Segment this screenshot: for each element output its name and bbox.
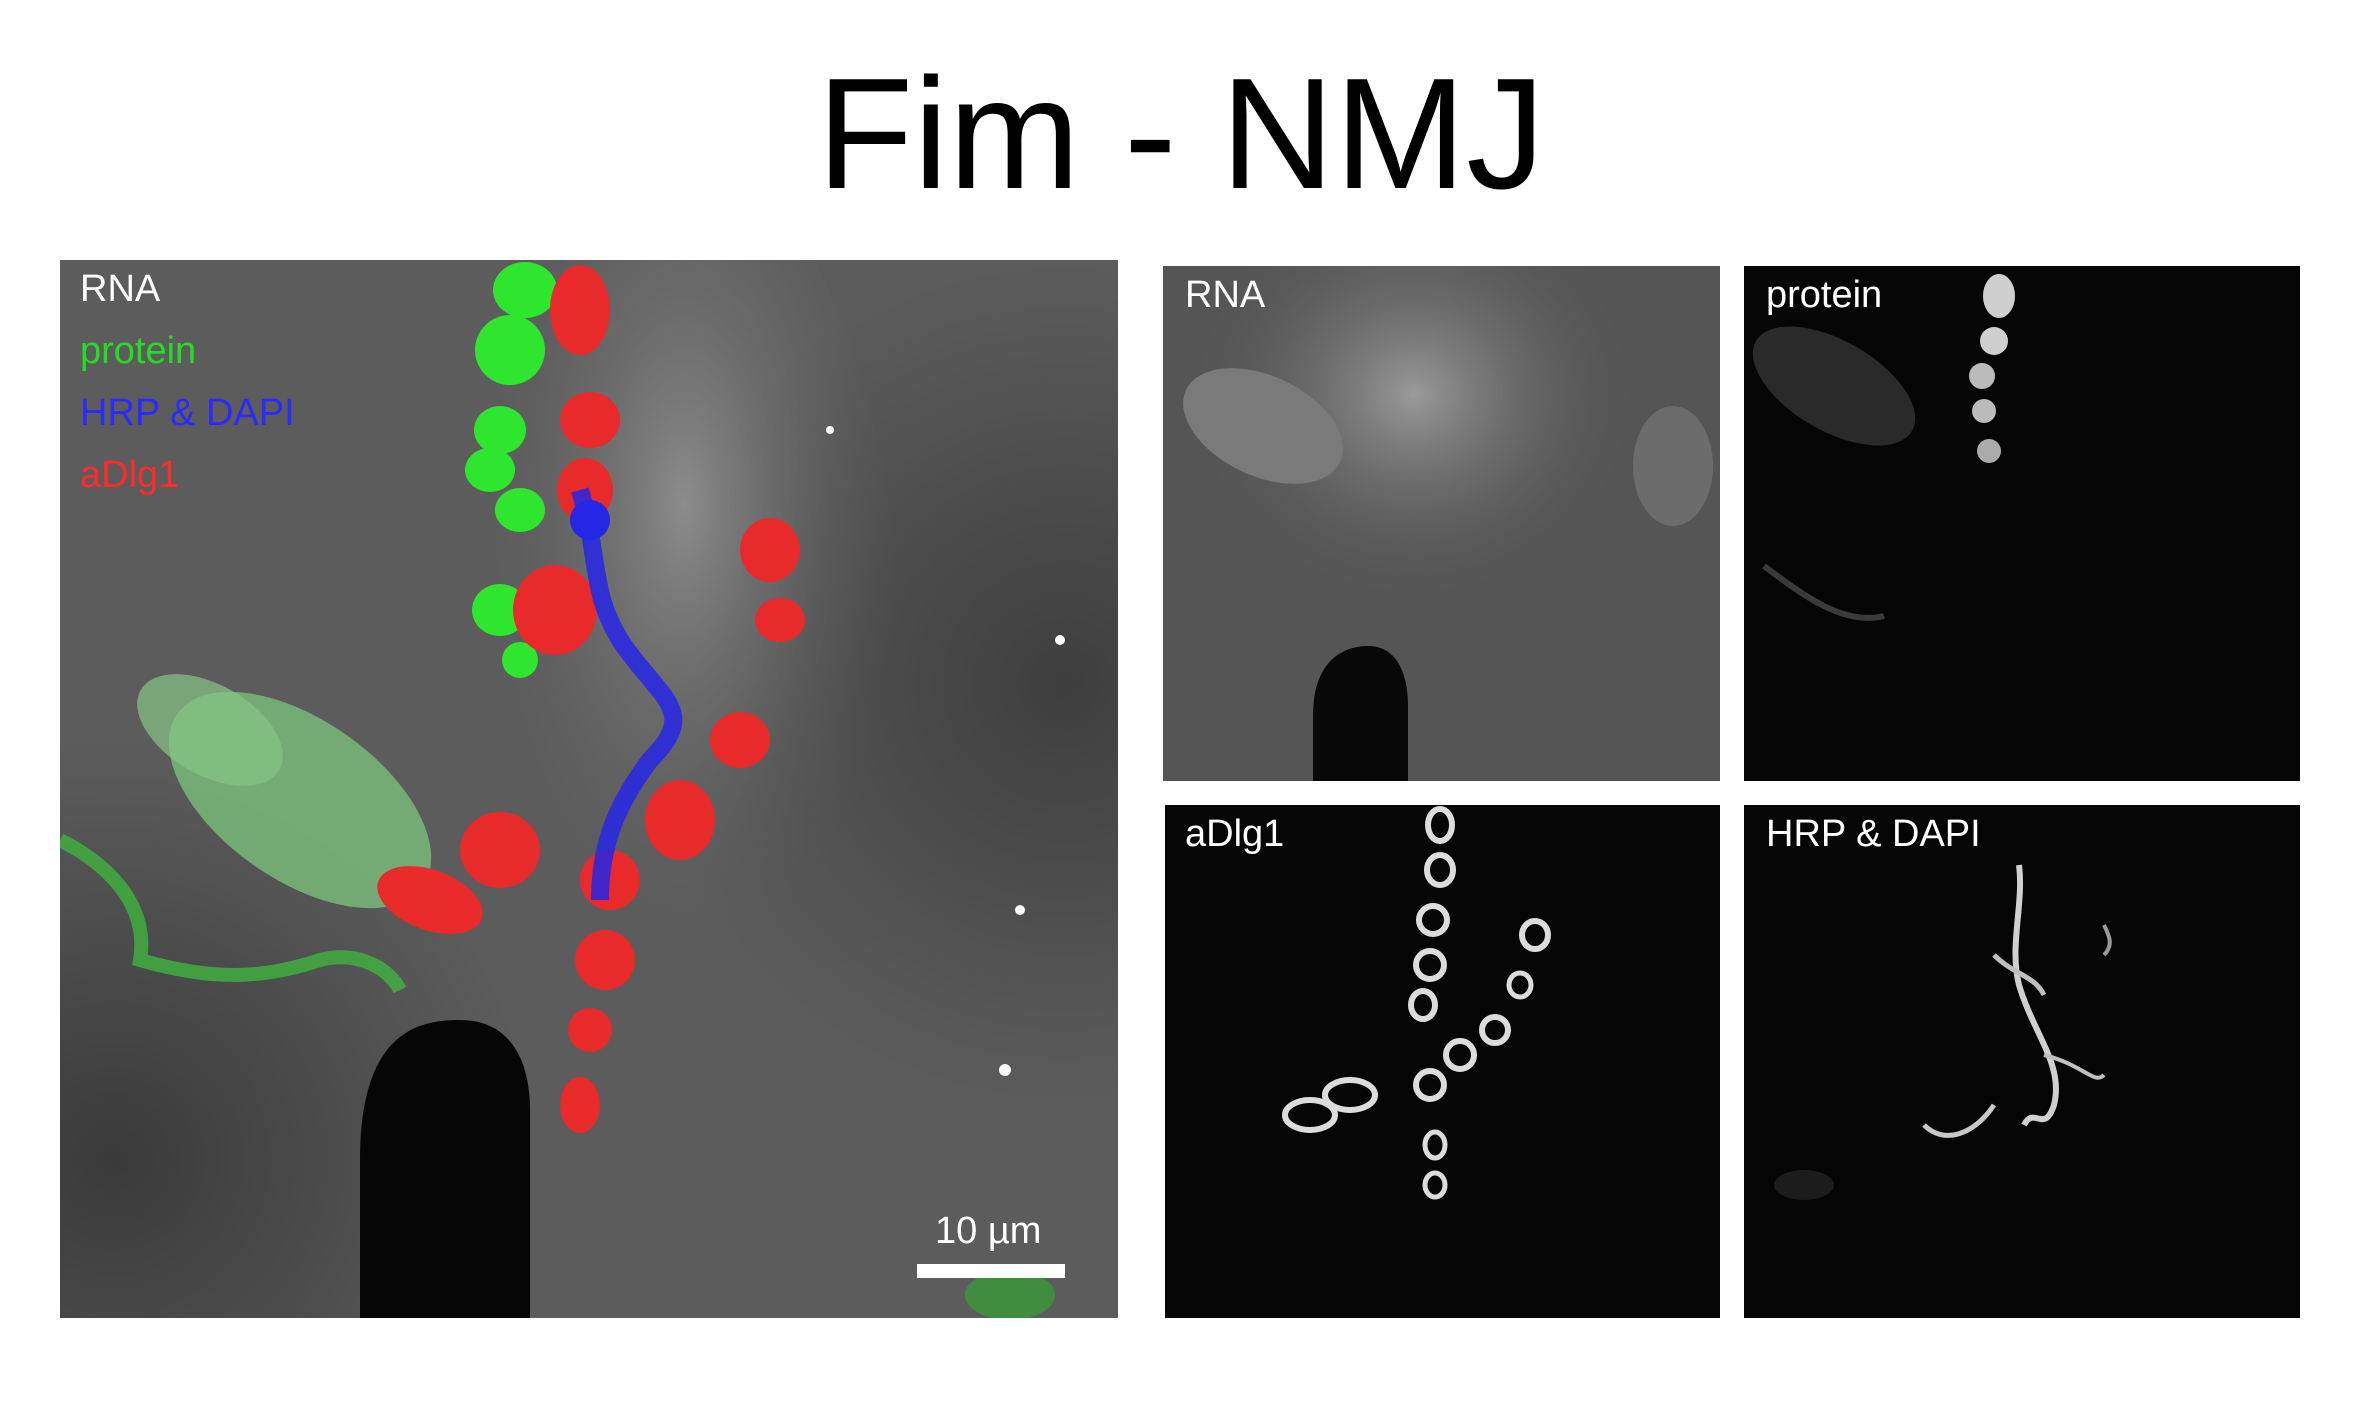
- figure-title: Fim - NMJ: [816, 46, 1546, 222]
- legend-rna: RNA: [80, 268, 161, 310]
- legend-hrp-dapi: HRP & DAPI: [80, 392, 295, 434]
- legend-adlg1: aDlg1: [80, 454, 180, 496]
- hrp-dapi-micrograph: HRP & DAPI: [1744, 805, 2300, 1318]
- merged-image: [60, 260, 1118, 1318]
- adlg1-panel-label: aDlg1: [1185, 813, 1285, 855]
- hrp-dapi-panel-label: HRP & DAPI: [1766, 813, 1981, 855]
- adlg1-micrograph: aDlg1: [1165, 805, 1720, 1318]
- protein-panel-label: protein: [1766, 274, 1883, 316]
- protein-image: [1744, 266, 2300, 781]
- rna-panel-label: RNA: [1185, 274, 1266, 316]
- merged-micrograph: RNA protein HRP & DAPI aDlg1 10 µm: [60, 260, 1118, 1318]
- rna-image: [1163, 266, 1720, 781]
- protein-micrograph: protein: [1744, 266, 2300, 781]
- hrp-dapi-image: [1744, 805, 2300, 1318]
- legend-protein: protein: [80, 330, 197, 372]
- scale-bar: [917, 1264, 1065, 1278]
- rna-micrograph: RNA: [1163, 266, 1720, 781]
- adlg1-image: [1165, 805, 1720, 1318]
- scale-bar-label: 10 µm: [935, 1210, 1042, 1252]
